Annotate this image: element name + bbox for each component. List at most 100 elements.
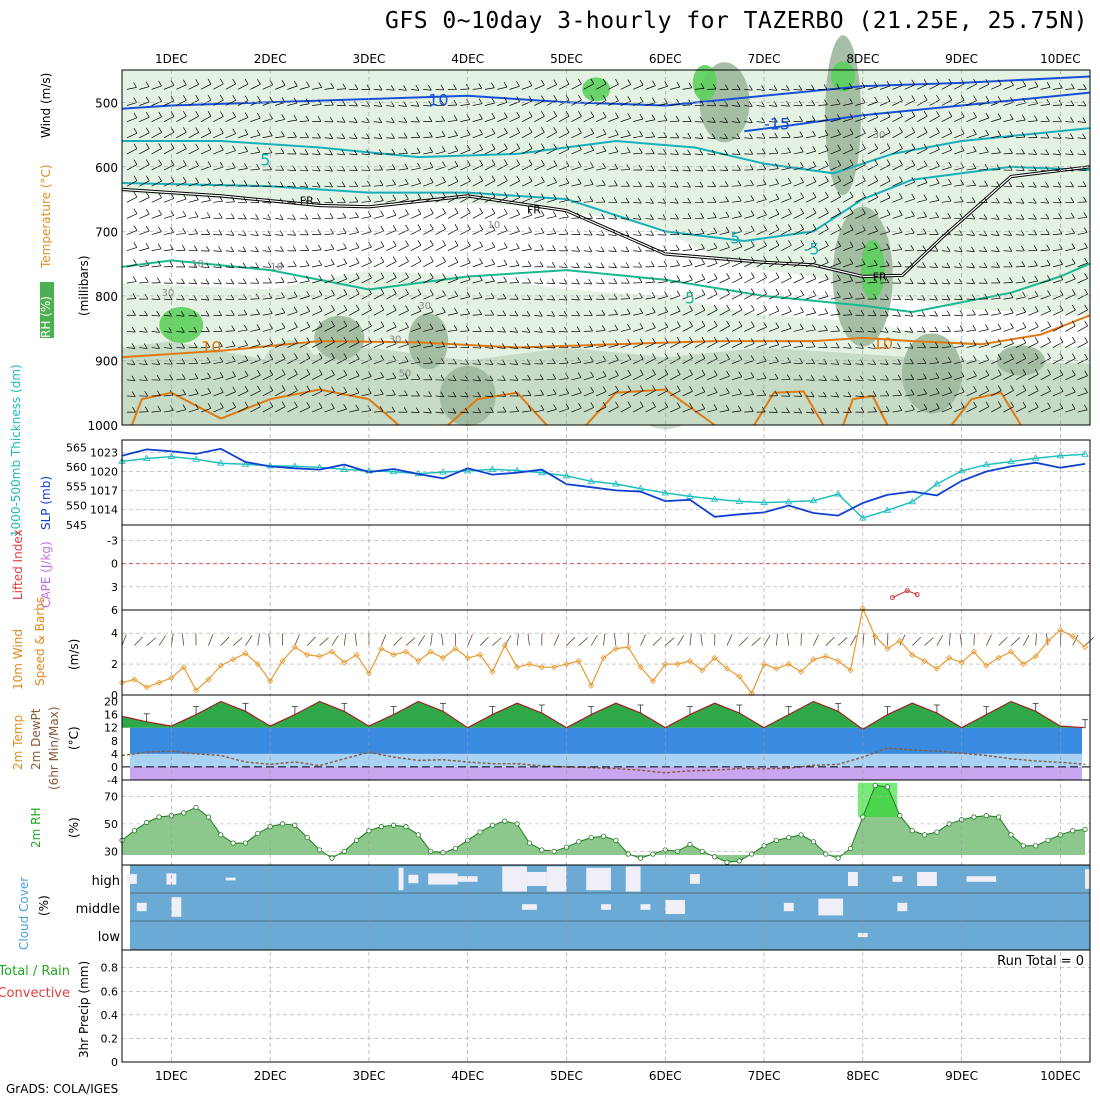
barb-flag [304,229,309,236]
barb [880,331,889,333]
barb [744,199,754,203]
barb-flag [478,326,482,332]
barb [855,102,866,106]
barb-flag [318,82,322,88]
wind10m-point [674,661,681,668]
barb-flag [946,278,951,285]
barb-flag [823,342,828,348]
barb [139,247,150,252]
barb-flag [552,388,557,395]
barb [546,99,557,106]
barb [682,87,693,90]
li-point [914,592,920,598]
barb-flag [725,196,729,202]
barb [484,263,495,268]
barb [991,218,1000,220]
barb-flag [676,385,681,392]
barb [645,119,656,122]
barb [1040,390,1051,397]
barb [336,232,347,235]
barb-flag [972,309,976,316]
barb-flag [168,294,173,301]
barb [670,249,680,252]
barb [287,185,296,188]
barb-flag [243,309,248,315]
barb [855,379,864,382]
wind10m-point [242,650,249,657]
barb [139,363,148,366]
barb [867,148,878,155]
barb-flag [479,159,483,166]
barb [954,391,965,397]
barb-flag [983,214,988,220]
barb-flag [1070,197,1075,203]
barb-flag [343,273,348,280]
barb-flag [824,291,829,297]
isotherm-label: FR [873,270,887,283]
barb [781,311,792,316]
barb-flag [713,404,718,410]
barb-flag [255,262,259,268]
barb [225,376,236,381]
barb [274,342,286,348]
barb-flag [144,310,148,316]
barb [793,261,804,268]
barb [188,165,199,171]
barb [336,153,345,156]
barb [460,262,471,268]
barb [423,228,434,235]
barb-flag [281,369,286,375]
barb-flag [774,132,778,138]
barb [657,218,666,220]
barb [843,297,853,300]
barb-flag [627,339,631,345]
wind10m-point [1032,653,1039,660]
barb-flag [701,336,706,343]
barb-flag [219,195,223,202]
barb [941,314,951,317]
rh2m-point [1082,826,1088,832]
barb [324,153,333,156]
barb [756,377,767,381]
barb [633,250,642,252]
barb [830,196,841,203]
barb [608,218,617,220]
barb-flag [318,353,323,359]
wind10m-point [254,661,261,668]
barb-flag [145,260,150,266]
barb-flag [133,159,138,165]
barb-flag [318,99,322,105]
barb-flag [860,407,865,413]
barb [1028,295,1039,300]
barb-flag [689,353,693,359]
barb [744,121,753,123]
barb [731,89,741,91]
barb [805,379,815,381]
barb-flag [997,369,1002,376]
barb [917,182,928,187]
barb [188,393,199,397]
barb [583,266,592,269]
wind10m-barb [911,636,922,646]
barb [237,390,249,397]
barb [324,169,333,172]
barb-flag [811,100,816,106]
barb [559,199,569,203]
barb-flag [973,95,977,101]
barb-flag [157,243,162,250]
barb-flag [750,272,755,278]
barb-flag [541,143,545,149]
pressure-tick-label: 700 [95,225,118,239]
barb [497,86,508,90]
barb [954,83,965,90]
cloud-block-high [526,872,547,886]
barb-flag [527,374,531,381]
barb-flag [170,405,174,411]
rh2m-point [835,855,841,861]
barb [608,282,617,284]
barb [670,295,681,300]
barb [818,228,829,235]
barb-flag [491,258,496,265]
thickness-point [612,480,620,487]
barb-flag [688,244,693,250]
